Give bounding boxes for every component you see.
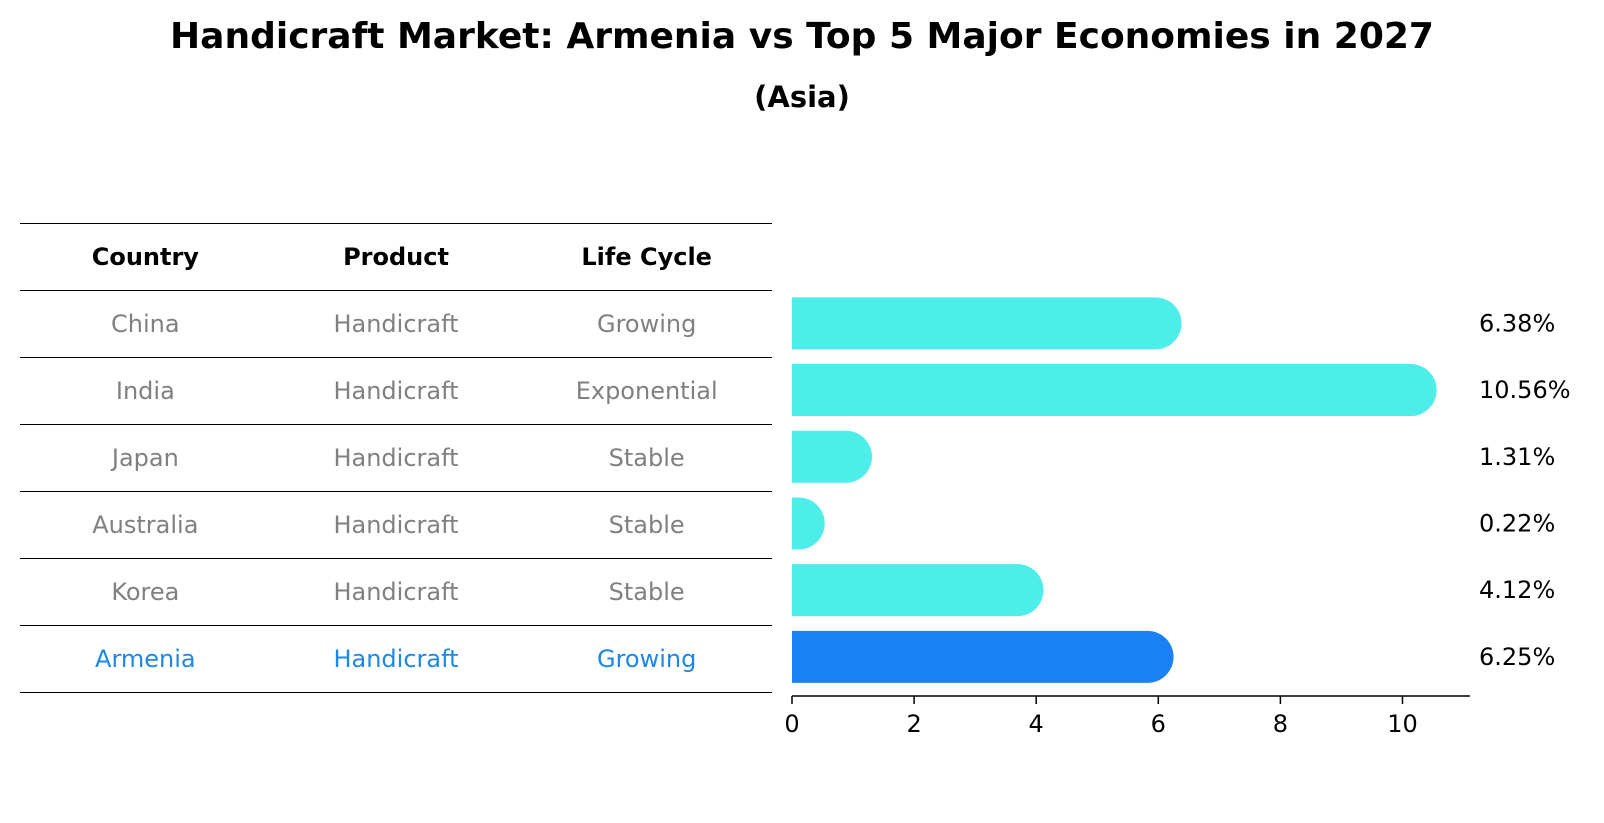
cell-life-cycle: Stable [608,511,685,539]
chart-subtitle: (Asia) [754,80,850,114]
cell-life-cycle: Growing [596,645,697,673]
table-row: Australia Handicraft Stable [20,492,772,559]
data-table: Country Product Life Cycle China Handicr… [20,223,772,693]
value-label-armenia: 6.25% [1479,643,1555,671]
table-row: Japan Handicraft Stable [20,425,772,492]
x-tick-label-0: 0 [784,710,799,738]
bar-armenia [792,630,1174,683]
bar-australia [792,497,825,550]
table-row: Korea Handicraft Stable [20,559,772,626]
value-label-india: 10.56% [1479,376,1571,404]
bar-japan [792,430,872,483]
value-label-korea: 4.12% [1479,576,1555,604]
cell-product: Handicraft [333,645,459,673]
cell-product: Handicraft [333,377,459,405]
table-header-row: Country Product Life Cycle [20,223,772,291]
value-label-china: 6.38% [1479,309,1555,337]
cell-country: Armenia [95,645,196,673]
chart-title: Handicraft Market: Armenia vs Top 5 Majo… [170,16,1434,57]
cell-country: India [115,377,175,405]
header-product: Product [343,243,449,271]
cell-life-cycle: Exponential [575,377,718,405]
cell-product: Handicraft [333,444,459,472]
cell-life-cycle: Stable [608,578,685,606]
cell-country: Australia [92,511,199,539]
value-label-japan: 1.31% [1479,443,1555,471]
x-tick-label-6: 6 [1151,710,1166,738]
cell-country: Korea [111,578,180,606]
bar-korea [792,564,1044,617]
x-tick-label-4: 4 [1029,710,1044,738]
value-label-australia: 0.22% [1479,509,1555,537]
x-tick-label-8: 8 [1273,710,1288,738]
header-country: Country [91,243,199,271]
cell-product: Handicraft [333,578,459,606]
cell-product: Handicraft [333,310,459,338]
bar-china [792,297,1182,350]
table-row-highlighted: Armenia Handicraft Growing [20,626,772,693]
cell-product: Handicraft [333,511,459,539]
table-row: India Handicraft Exponential [20,358,772,425]
table-row: China Handicraft Growing [20,291,772,358]
cell-country: China [111,310,180,338]
x-tick-label-2: 2 [906,710,921,738]
header-life-cycle: Life Cycle [581,243,712,271]
cell-country: Japan [111,444,179,472]
cell-life-cycle: Stable [608,444,685,472]
x-tick-label-10: 10 [1387,710,1418,738]
cell-life-cycle: Growing [596,310,697,338]
bar-india [792,364,1437,417]
